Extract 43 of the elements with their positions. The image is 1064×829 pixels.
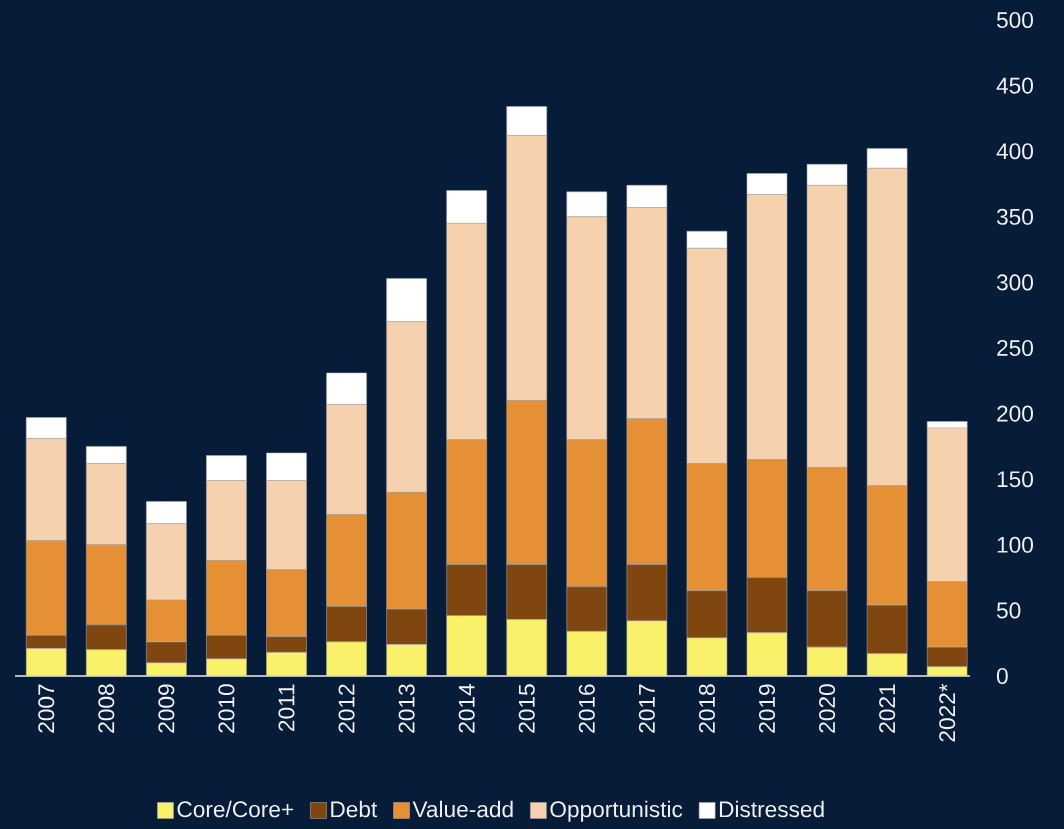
legend-label: Debt	[331, 800, 378, 818]
bar	[506, 619, 548, 676]
bar	[746, 632, 788, 676]
legend-label: Value-add	[412, 800, 513, 818]
x-tick-label: 2015	[518, 684, 535, 733]
x-tick-label: 2020	[819, 684, 836, 733]
y-tick-label: 100	[997, 536, 1033, 553]
legend-label: Opportunistic	[550, 800, 683, 822]
x-tick-label: 2017	[638, 684, 655, 733]
x-tick-label: 2008	[98, 684, 115, 733]
x-tick-label: 2010	[218, 684, 235, 733]
x-tick-label: 2009	[158, 684, 175, 733]
bar	[626, 620, 668, 676]
bar	[686, 637, 728, 676]
legend-label: Core/Core+	[177, 800, 294, 818]
y-tick-label: 200	[997, 405, 1033, 422]
legend-label: Distressed	[719, 800, 824, 818]
y-tick-label: 400	[996, 143, 1033, 160]
x-tick-label: 2021	[879, 684, 896, 733]
y-tick-label: 350	[996, 208, 1033, 225]
x-tick-label: 2018	[698, 684, 715, 733]
y-tick-label: 300	[996, 274, 1033, 291]
bar	[266, 652, 307, 676]
y-tick-label: 450	[996, 77, 1033, 94]
x-tick-label: 2019	[758, 684, 776, 733]
x-tick-label: 2014	[458, 684, 475, 733]
y-tick-label: 0	[996, 667, 1008, 685]
y-tick-label: 250	[997, 339, 1033, 357]
bar	[566, 631, 608, 676]
x-tick-label: 2011	[278, 684, 295, 731]
y-tick-label: 50	[996, 602, 1021, 619]
x-tick-label: 2012	[338, 684, 355, 733]
bar	[86, 649, 127, 676]
bar	[386, 644, 427, 676]
x-tick-label: 2016	[578, 684, 595, 733]
x-tick-label: 2007	[38, 684, 55, 733]
bar	[446, 615, 487, 676]
y-tick-label: 150	[997, 471, 1033, 488]
bar	[326, 641, 367, 676]
x-tick-label: 2013	[398, 684, 415, 733]
x-tick-label: 2022*	[939, 683, 956, 742]
bar	[25, 648, 67, 676]
y-tick-label: 500	[996, 11, 1033, 29]
